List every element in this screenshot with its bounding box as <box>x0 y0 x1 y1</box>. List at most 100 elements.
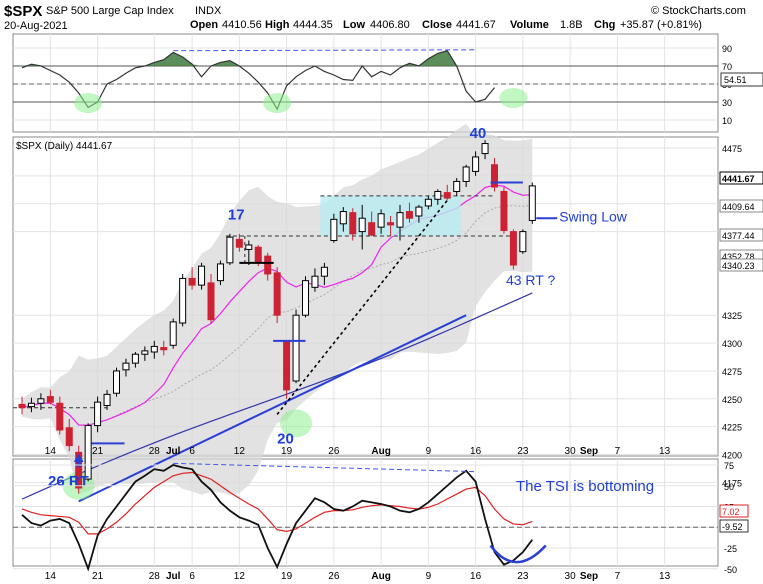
annotation-26-rt: 26 RT <box>48 473 89 490</box>
x-tick-label-price: 30 <box>565 446 577 457</box>
candle-down <box>443 192 451 199</box>
x-tick-label-price: 13 <box>659 446 671 457</box>
candle-up <box>84 425 92 480</box>
candle-down <box>56 402 64 431</box>
price-right-label: 4352.78 <box>722 252 755 262</box>
x-tick-label-tsi: 21 <box>92 571 104 582</box>
candle-up <box>339 211 347 225</box>
candle-up <box>198 265 206 286</box>
slow-moving-average <box>21 292 533 500</box>
candle-up <box>330 218 338 242</box>
candle-down <box>387 222 395 226</box>
price-right-label: 4441.67 <box>722 174 755 184</box>
tsi-right-label: 7.02 <box>722 507 740 517</box>
candle-up <box>377 213 385 228</box>
candle-up <box>396 212 404 228</box>
candle-up <box>122 362 130 371</box>
tsi-panel-frame <box>12 458 719 567</box>
osc-current-value: 54.51 <box>724 75 747 85</box>
x-tick-label-price: Jul <box>166 446 181 457</box>
x-tick-label-tsi: 28 <box>149 571 161 582</box>
osc-tick-label: 90 <box>722 44 732 54</box>
candle-down <box>188 277 196 286</box>
price-low-highlight-20 <box>280 409 313 438</box>
candle-down <box>509 231 517 266</box>
x-tick-label-tsi: 19 <box>281 571 293 582</box>
index-name: S&P 500 Large Cap Index <box>46 5 174 17</box>
header-open-label: Open <box>190 19 218 31</box>
price-tick-label: 4225 <box>722 423 742 433</box>
x-tick-label-price: 12 <box>234 446 246 457</box>
x-tick-label-tsi: 13 <box>659 571 671 582</box>
candle-up <box>320 266 328 277</box>
candle-up <box>150 345 158 353</box>
header-chg: +35.87 (+0.81%) <box>620 19 702 31</box>
header-volume-label: Volume <box>510 19 549 31</box>
candle-up <box>292 314 300 382</box>
osc-overbought-fill <box>22 50 495 66</box>
candle-up <box>141 350 149 355</box>
x-tick-label-tsi: 26 <box>328 571 340 582</box>
exchange-label: INDX <box>195 5 222 17</box>
price-panel-frame <box>12 136 719 457</box>
copyright-label: © StockCharts.com <box>651 5 746 17</box>
osc-tick-label: 70 <box>722 62 732 72</box>
candle-up <box>113 370 120 394</box>
candle-up <box>453 180 461 192</box>
candle-up <box>226 236 234 264</box>
tsi-tick-label: -50 <box>724 565 737 575</box>
x-tick-label-tsi: 7 <box>615 571 621 582</box>
x-tick-label-tsi: 16 <box>470 571 482 582</box>
candle-up <box>169 321 177 346</box>
candle-down <box>273 272 281 316</box>
date-label: 20-Aug-2021 <box>4 20 68 32</box>
arrow-up-shaft <box>76 461 81 467</box>
osc-low-highlight <box>263 93 292 113</box>
tsi-tick-label: -25 <box>724 544 737 554</box>
x-tick-label-tsi: 12 <box>234 571 246 582</box>
candle-down <box>491 164 498 188</box>
price-value-box <box>719 258 763 272</box>
price-tick-label: 4325 <box>722 311 742 321</box>
annotation-tsi: The TSI is bottoming <box>516 478 654 495</box>
tsi-tick-label: 75 <box>724 461 734 471</box>
candle-down <box>65 427 73 447</box>
x-tick-label-price: 26 <box>328 446 340 457</box>
tsi-signal-line <box>21 471 533 535</box>
candle-up <box>27 402 35 408</box>
tsi-value-box <box>719 519 749 533</box>
price-tick-label: 4475 <box>722 144 742 154</box>
candle-up <box>37 398 45 404</box>
price-value-box <box>719 199 763 213</box>
annotation-20: 20 <box>277 430 294 447</box>
tsi-value-box <box>719 504 749 518</box>
header-open: 4410.56 <box>222 19 262 31</box>
price-right-label: 4409.64 <box>722 202 755 212</box>
price-value-box <box>719 171 763 185</box>
x-tick-label-price: 21 <box>92 446 104 457</box>
x-tick-label-price: 28 <box>149 446 161 457</box>
candle-down <box>405 211 413 219</box>
x-tick-label-price: 14 <box>45 446 57 457</box>
candle-up <box>245 244 253 250</box>
price-value-box <box>719 228 763 242</box>
annotation-43-rt: 43 RT ? <box>506 272 556 288</box>
candle-down <box>46 396 54 403</box>
x-tick-label-tsi: Sep <box>580 571 598 582</box>
candle-up <box>434 190 442 200</box>
header-close: 4441.67 <box>456 19 496 31</box>
candle-down <box>368 222 376 236</box>
x-tick-label-tsi: Jul <box>166 571 181 582</box>
candle-down <box>75 451 83 489</box>
candle-up <box>94 401 102 427</box>
x-tick-label-tsi: 14 <box>45 571 57 582</box>
osc-tick-label: 10 <box>722 116 732 126</box>
candle-down <box>160 347 168 351</box>
x-tick-label-tsi: 30 <box>565 571 577 582</box>
tsi-divergence-line <box>173 462 476 473</box>
header-low-label: Low <box>343 19 365 31</box>
candle-up <box>358 217 366 233</box>
header-low: 4406.80 <box>370 19 410 31</box>
arrow-up-icon <box>73 454 84 462</box>
